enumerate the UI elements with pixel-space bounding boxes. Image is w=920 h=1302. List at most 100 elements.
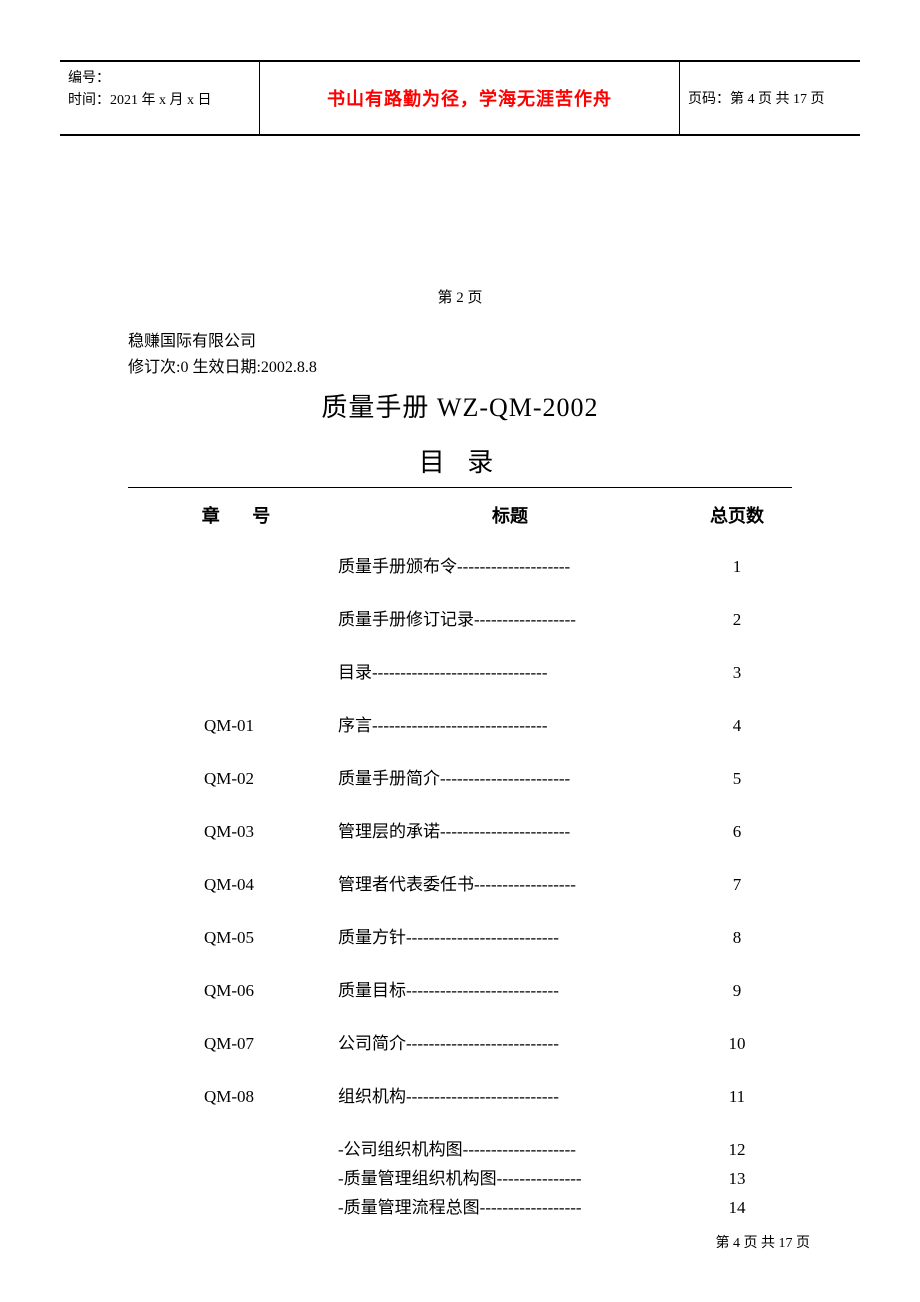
toc-row: 质量手册修订记录------------------2 <box>128 605 792 630</box>
toc-dashes: ------------------------------- <box>372 663 682 683</box>
toc-title: 组织机构 <box>338 1082 406 1107</box>
toc-title-wrap: 质量手册修订记录------------------ <box>338 605 682 630</box>
toc-title: 质量手册修订记录 <box>338 605 474 630</box>
toc-page: 8 <box>682 928 792 948</box>
toc-row: 目录-------------------------------3 <box>128 658 792 683</box>
toc-chapter: QM-05 <box>128 928 338 948</box>
toc-row: QM-02质量手册简介-----------------------5 <box>128 764 792 789</box>
toc-chapter: QM-03 <box>128 822 338 842</box>
toc-page: 4 <box>682 716 792 736</box>
spacer <box>60 136 860 286</box>
document-page: 编号： 时间：2021 年 x 月 x 日 书山有路勤为径，学海无涯苦作舟 页码… <box>0 0 920 1302</box>
toc-row: -公司组织机构图--------------------12 <box>128 1135 792 1160</box>
header-page-info: 页码：第 4 页 共 17 页 <box>688 88 825 108</box>
footer-page-info: 第 4 页 共 17 页 <box>716 1232 811 1252</box>
toc-chapter: QM-06 <box>128 981 338 1001</box>
toc-title: 质量目标 <box>338 976 406 1001</box>
toc-page: 3 <box>682 663 792 683</box>
toc-title-wrap: 质量目标--------------------------- <box>338 976 682 1001</box>
toc-dashes: --------------------------- <box>406 981 682 1001</box>
header-center: 书山有路勤为径，学海无涯苦作舟 <box>260 62 680 134</box>
toc-dashes: ----------------------- <box>440 822 682 842</box>
toc-chapter: QM-01 <box>128 716 338 736</box>
toc-title: -质量管理流程总图 <box>338 1193 480 1218</box>
toc-page: 12 <box>682 1140 792 1160</box>
divider-line <box>128 487 792 488</box>
toc-dashes: --------------------------- <box>406 1034 682 1054</box>
toc-row: QM-04管理者代表委任书------------------7 <box>128 870 792 895</box>
toc-title-wrap: 公司简介--------------------------- <box>338 1029 682 1054</box>
toc-title-wrap: -公司组织机构图-------------------- <box>338 1135 682 1160</box>
toc-dashes: --------------- <box>497 1169 682 1189</box>
header-number-label: 编号： <box>68 68 251 90</box>
toc-title: 质量手册简介 <box>338 764 440 789</box>
toc-title-wrap: 组织机构--------------------------- <box>338 1082 682 1107</box>
toc-dashes: ------------------------------- <box>372 716 682 736</box>
toc-page: 14 <box>682 1198 792 1218</box>
toc-page: 10 <box>682 1034 792 1054</box>
toc-title-wrap: 质量手册简介----------------------- <box>338 764 682 789</box>
toc-title: 质量方针 <box>338 923 406 948</box>
toc-chapter: QM-08 <box>128 1087 338 1107</box>
toc-heading: 目 录 <box>60 442 860 479</box>
toc-row: QM-06质量目标---------------------------9 <box>128 976 792 1001</box>
toc-row: -质量管理流程总图------------------14 <box>128 1193 792 1218</box>
toc-title: 管理者代表委任书 <box>338 870 474 895</box>
toc-dashes: --------------------------- <box>406 928 682 948</box>
toc-dashes: -------------------- <box>457 557 682 577</box>
toc-title-wrap: -质量管理流程总图------------------ <box>338 1193 682 1218</box>
toc-title-wrap: 序言------------------------------- <box>338 711 682 736</box>
upper-page-number: 第 2 页 <box>60 286 860 307</box>
toc-row: QM-08组织机构---------------------------11 <box>128 1082 792 1107</box>
toc-dashes: ------------------ <box>474 875 682 895</box>
col-header-pages: 总页数 <box>682 502 792 528</box>
toc-title-wrap: 质量手册颁布令-------------------- <box>338 552 682 577</box>
toc-page: 9 <box>682 981 792 1001</box>
toc-row: 质量手册颁布令--------------------1 <box>128 552 792 577</box>
toc-page: 13 <box>682 1169 792 1189</box>
toc-page: 11 <box>682 1087 792 1107</box>
header-date: 时间：2021 年 x 月 x 日 <box>68 90 251 112</box>
company-name: 稳赚国际有限公司 <box>128 327 860 351</box>
toc-title: 管理层的承诺 <box>338 817 440 842</box>
toc-column-headers: 章 号 标题 总页数 <box>128 502 792 528</box>
toc-title: 公司简介 <box>338 1029 406 1054</box>
toc-dashes: -------------------- <box>463 1140 682 1160</box>
toc-page: 6 <box>682 822 792 842</box>
toc-dashes: --------------------------- <box>406 1087 682 1107</box>
toc-page: 1 <box>682 557 792 577</box>
header-right: 页码：第 4 页 共 17 页 <box>680 62 860 134</box>
toc-page: 7 <box>682 875 792 895</box>
toc-row: QM-03管理层的承诺-----------------------6 <box>128 817 792 842</box>
toc-dashes: ------------------ <box>474 610 682 630</box>
toc-title-wrap: 管理层的承诺----------------------- <box>338 817 682 842</box>
toc-dashes: ----------------------- <box>440 769 682 789</box>
revision-info: 修订次:0 生效日期:2002.8.8 <box>128 353 860 377</box>
toc-title-wrap: 目录------------------------------- <box>338 658 682 683</box>
toc-row: QM-01序言-------------------------------4 <box>128 711 792 736</box>
toc-dashes: ------------------ <box>480 1198 682 1218</box>
toc-chapter: QM-07 <box>128 1034 338 1054</box>
toc-row: QM-05质量方针---------------------------8 <box>128 923 792 948</box>
toc-title: 目录 <box>338 658 372 683</box>
toc-title-wrap: 管理者代表委任书------------------ <box>338 870 682 895</box>
toc-title: 序言 <box>338 711 372 736</box>
toc-title-wrap: 质量方针--------------------------- <box>338 923 682 948</box>
toc-title: 质量手册颁布令 <box>338 552 457 577</box>
toc-title: -公司组织机构图 <box>338 1135 463 1160</box>
toc-row: QM-07公司简介---------------------------10 <box>128 1029 792 1054</box>
toc-body: 质量手册颁布令--------------------1质量手册修订记录----… <box>128 552 792 1218</box>
toc-page: 2 <box>682 610 792 630</box>
col-header-chapter: 章 号 <box>128 502 338 528</box>
toc-row: -质量管理组织机构图---------------13 <box>128 1164 792 1189</box>
header-box: 编号： 时间：2021 年 x 月 x 日 书山有路勤为径，学海无涯苦作舟 页码… <box>60 60 860 136</box>
header-motto: 书山有路勤为径，学海无涯苦作舟 <box>327 85 612 111</box>
toc-page: 5 <box>682 769 792 789</box>
toc-title-wrap: -质量管理组织机构图--------------- <box>338 1164 682 1189</box>
col-header-title: 标题 <box>338 502 682 528</box>
toc-chapter: QM-04 <box>128 875 338 895</box>
toc-chapter: QM-02 <box>128 769 338 789</box>
header-left: 编号： 时间：2021 年 x 月 x 日 <box>60 62 260 134</box>
toc-title: -质量管理组织机构图 <box>338 1164 497 1189</box>
document-title: 质量手册 WZ-QM-2002 <box>60 387 860 424</box>
